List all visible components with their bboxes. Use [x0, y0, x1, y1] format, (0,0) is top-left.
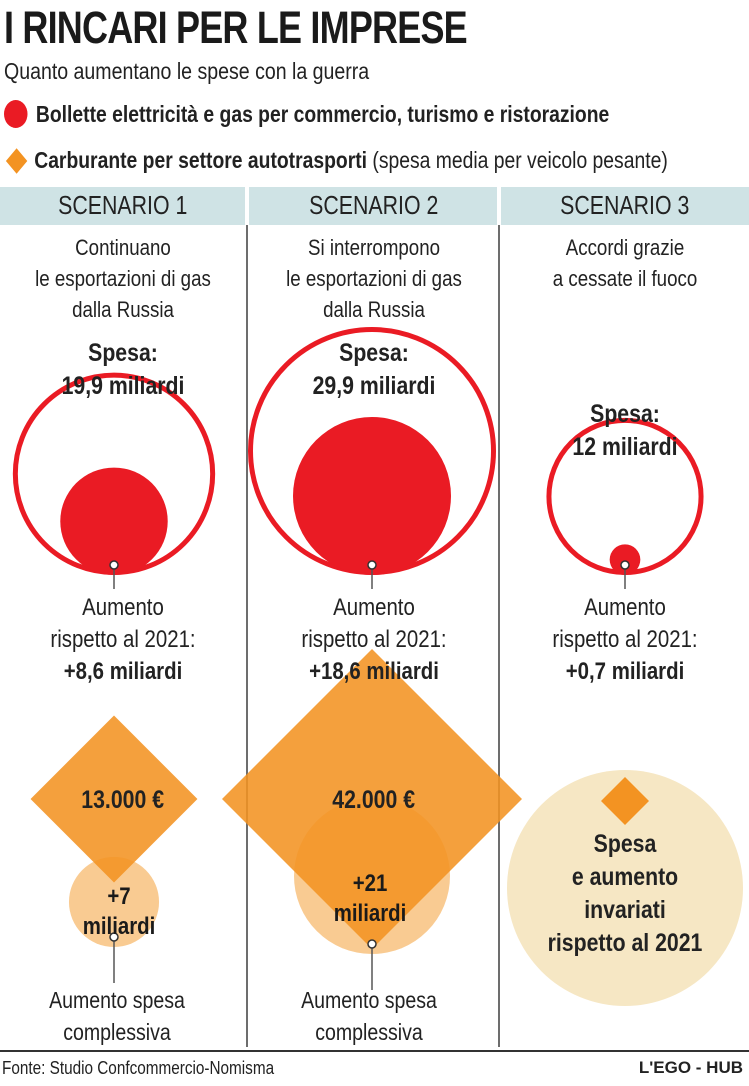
- scenario-1-header: SCENARIO 1: [58, 190, 188, 220]
- fuel-diamond-small: [601, 777, 649, 825]
- red-dot-icon: [4, 100, 28, 128]
- pointer-dot: [109, 560, 119, 570]
- pointer-dot: [367, 560, 377, 570]
- invariant-circle: [507, 770, 743, 1006]
- fuel-increase-circle: [68, 856, 160, 947]
- page-subtitle: Quanto aumentano le spese con la guerra: [4, 58, 370, 84]
- legend-electricity-label: Bollette elettricità e gas per commercio…: [35, 100, 610, 127]
- scenario-1-spend-label: Spesa: 19,9 miliardi: [61, 339, 185, 400]
- increase-disc: [609, 544, 641, 575]
- scenario-2-header: SCENARIO 2: [309, 190, 439, 220]
- increase-disc: [293, 417, 451, 575]
- scenario-3-description: Accordi grazie a cessate il fuoco: [552, 235, 698, 291]
- source-note: Fonte: Studio Confcommercio-Nomisma: [2, 1058, 275, 1078]
- scenario-3-spend-label: Spesa: 12 miliardi: [572, 400, 678, 461]
- scenario-3-header: SCENARIO 3: [560, 190, 690, 220]
- footer-divider: [0, 1050, 749, 1052]
- column-divider: [246, 225, 248, 1047]
- legend-electricity: Bollette elettricità e gas per commercio…: [4, 100, 609, 128]
- fuel-spend-diamond: [222, 649, 522, 949]
- scenario-1-fuel-spend-label: 13.000 €: [81, 786, 165, 814]
- pointer-dot: [620, 560, 630, 570]
- scenario-3-increase-label: Aumento rispetto al 2021: +0,7 miliardi: [552, 594, 698, 685]
- scenario-1-increase-label: Aumento rispetto al 2021: +8,6 miliardi: [50, 594, 196, 685]
- pointer-dot: [109, 932, 119, 942]
- scenario-2-fuel-spend-label: 42.000 €: [332, 786, 416, 814]
- legend-fuel-note: (spesa media per veicolo pesante): [372, 147, 668, 173]
- scenario-1-fuel-increase-label: +7 miliardi: [82, 883, 156, 940]
- page-title: I RINCARI PER LE IMPRESE: [4, 2, 468, 53]
- scenario-1-description: Continuano le esportazioni di gas dalla Ru…: [35, 235, 211, 322]
- scenario-header-band: [0, 187, 749, 225]
- legend-fuel-label: Carburante per settore autotrasporti: [34, 147, 368, 173]
- increase-disc: [60, 467, 168, 575]
- brand-credit: L'EGO - HUB: [638, 1058, 743, 1077]
- scenario-2-description: Si interrompono le esportazioni di gas dal…: [286, 235, 462, 322]
- scenario-2-fuel-increase-label: +21 miliardi: [333, 870, 407, 927]
- legend-fuel: Carburante per settore autotrasporti (sp…: [4, 147, 668, 174]
- scenario-2-spend-label: Spesa: 29,9 miliardi: [312, 339, 436, 400]
- scenario-2-fuel-caption: Aumento spesa complessiva: [301, 987, 437, 1045]
- pointer-dot: [367, 939, 377, 949]
- fuel-spend-diamond: [30, 715, 198, 883]
- scenario-3-fuel-note: Spesa e aumento invariati rispetto al 2021: [547, 830, 703, 957]
- scenario-1-fuel-caption: Aumento spesa complessiva: [49, 987, 185, 1045]
- scenario-2-increase-label: Aumento rispetto al 2021: +18,6 miliardi: [301, 594, 447, 685]
- column-divider: [498, 225, 500, 1047]
